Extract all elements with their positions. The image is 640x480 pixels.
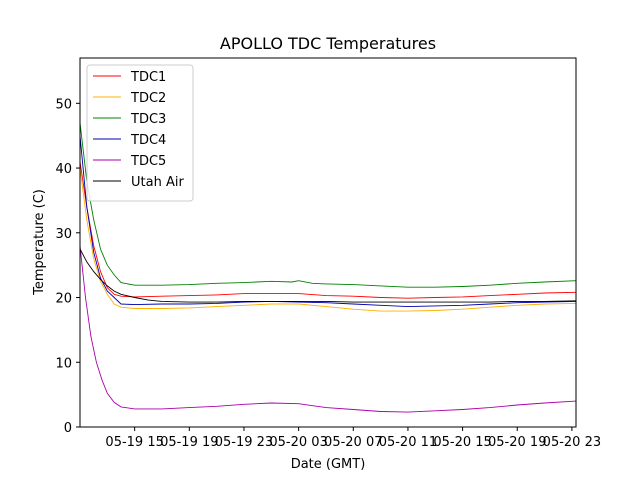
legend-label-tdc2: TDC2 [130,91,166,106]
series-line-tdc3 [79,122,577,288]
x-tick-label: 05-19 15 [105,435,163,450]
x-tick-label: 05-19 19 [160,435,218,450]
y-axis: 0 10 20 30 40 50 [55,97,80,436]
series-layer [79,122,577,413]
legend-label-tdc1: TDC1 [130,70,166,85]
series-line-utah-air [79,248,577,303]
y-tick-label: 10 [55,356,72,371]
x-tick-label: 05-20 23 [543,435,601,450]
x-tick-label: 05-20 15 [433,435,491,450]
x-tick-label: 05-20 11 [379,435,437,450]
legend: TDC1 TDC2 TDC3 TDC4 TDC5 Utah Air [86,64,194,202]
y-axis-label: Temperature (C) [32,189,47,296]
series-line-tdc2 [79,168,577,312]
y-tick-label: 50 [55,97,72,112]
series-line-tdc5 [79,245,577,413]
legend-label-tdc3: TDC3 [130,112,166,127]
legend-label-utah-air: Utah Air [131,175,184,190]
x-tick-label: 05-19 23 [215,435,273,450]
legend-box [86,64,194,202]
x-tick-label: 05-20 19 [488,435,546,450]
chart-title: APOLLO TDC Temperatures [220,34,436,53]
x-tick-label: 05-20 03 [269,435,327,450]
x-tick-label: 05-20 07 [324,435,382,450]
y-tick-label: 30 [55,227,72,242]
y-tick-label: 0 [64,421,72,436]
x-axis-label: Date (GMT) [291,457,366,472]
plot-frame [79,57,577,428]
y-tick-label: 20 [55,292,72,307]
legend-label-tdc5: TDC5 [130,154,166,169]
legend-label-tdc4: TDC4 [130,133,166,148]
y-tick-label: 40 [55,162,72,177]
